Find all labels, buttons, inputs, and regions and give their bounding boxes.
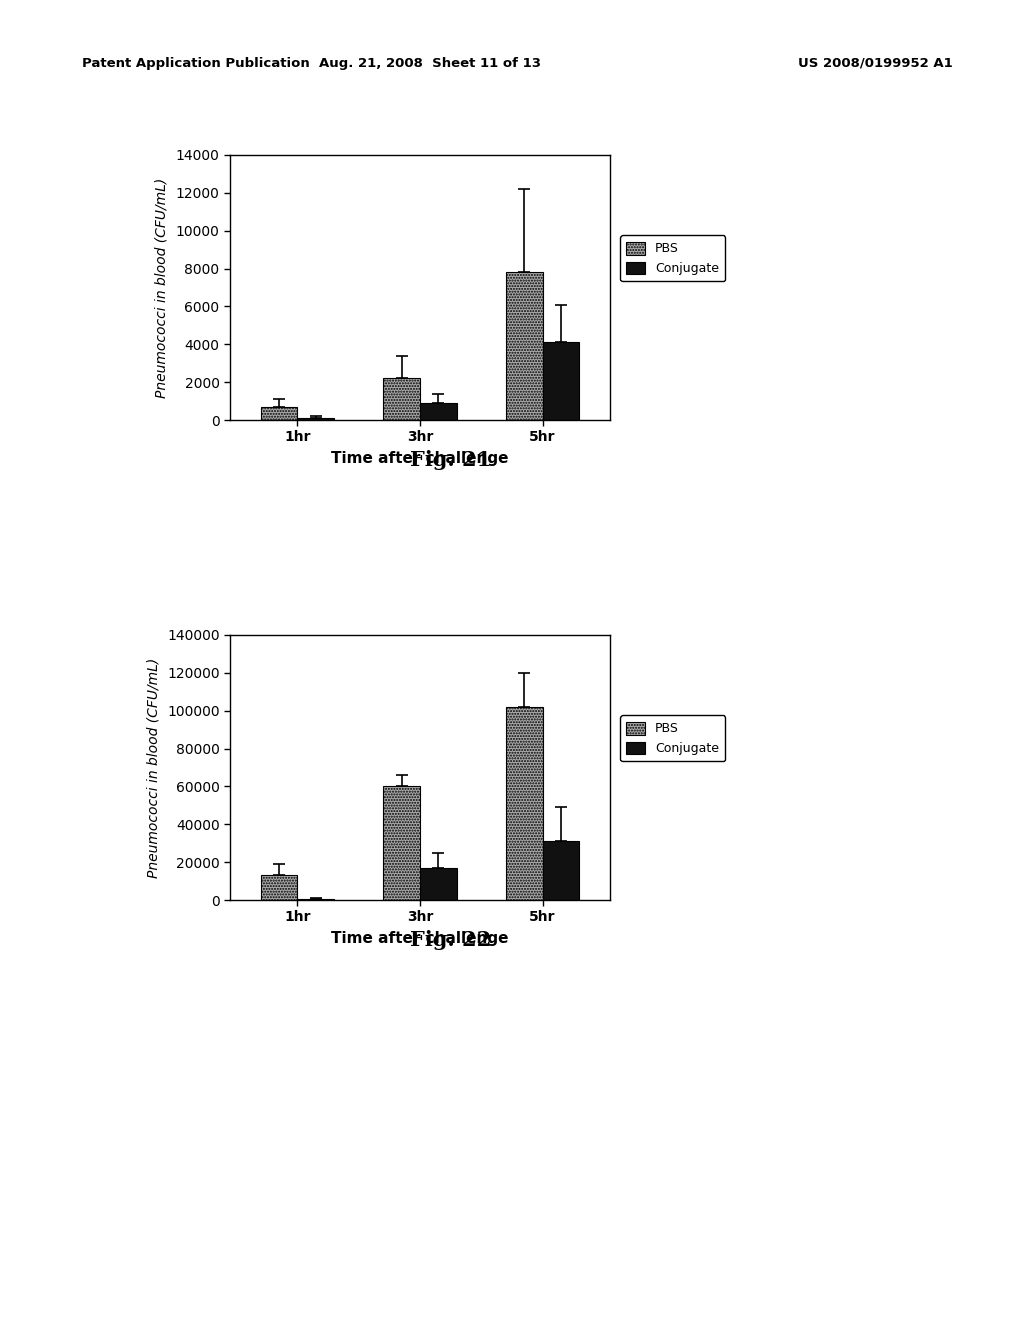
Bar <box>261 407 297 420</box>
Bar <box>261 875 297 900</box>
Bar <box>383 787 420 900</box>
Text: Patent Application Publication: Patent Application Publication <box>82 57 309 70</box>
Y-axis label: Pneumococci in blood (CFU/mL): Pneumococci in blood (CFU/mL) <box>155 177 169 397</box>
Text: Aug. 21, 2008  Sheet 11 of 13: Aug. 21, 2008 Sheet 11 of 13 <box>319 57 541 70</box>
Text: Fig. 21: Fig. 21 <box>410 450 492 470</box>
Bar <box>543 342 580 420</box>
Bar <box>506 708 543 900</box>
Legend: PBS, Conjugate: PBS, Conjugate <box>621 715 725 762</box>
X-axis label: Time after challenge: Time after challenge <box>331 451 509 466</box>
Bar <box>420 867 457 900</box>
Bar <box>543 841 580 900</box>
Bar <box>506 272 543 420</box>
Bar <box>383 379 420 420</box>
Legend: PBS, Conjugate: PBS, Conjugate <box>621 235 725 281</box>
X-axis label: Time after challenge: Time after challenge <box>331 932 509 946</box>
Bar <box>297 418 334 420</box>
Text: Fig. 22: Fig. 22 <box>410 931 492 950</box>
Text: US 2008/0199952 A1: US 2008/0199952 A1 <box>798 57 952 70</box>
Bar <box>420 403 457 420</box>
Y-axis label: Pneumococci in blood (CFU/mL): Pneumococci in blood (CFU/mL) <box>146 657 160 878</box>
